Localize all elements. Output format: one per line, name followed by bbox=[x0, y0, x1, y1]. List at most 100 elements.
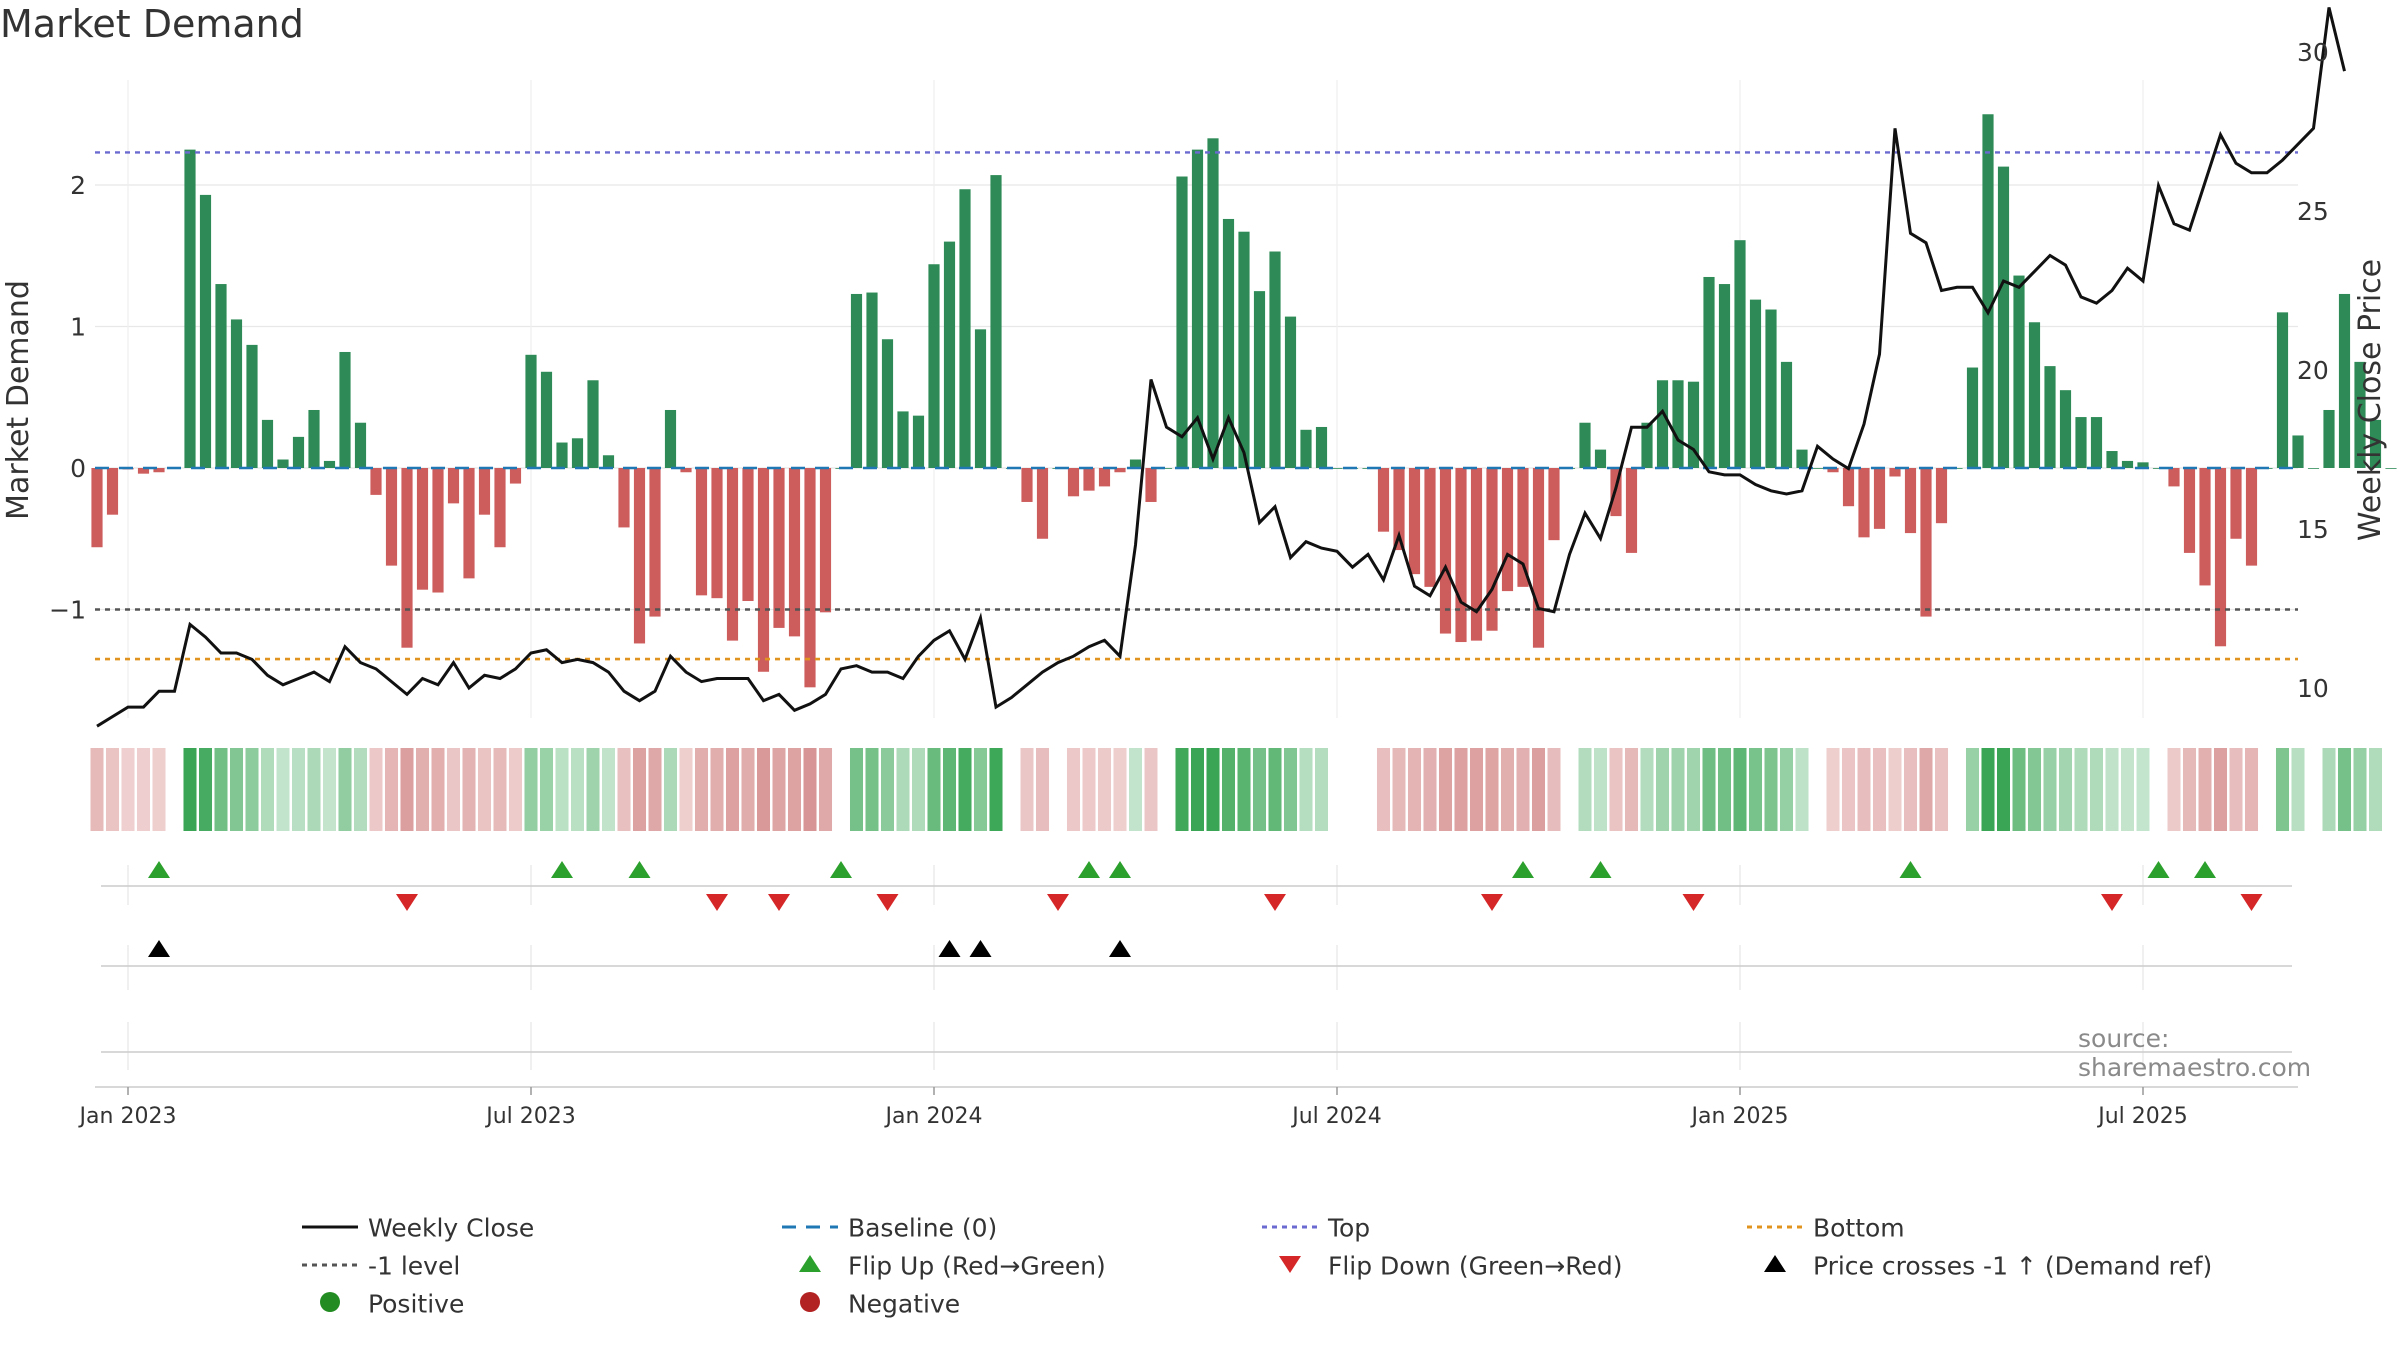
demand-bar bbox=[2059, 390, 2072, 468]
heat-cell bbox=[245, 748, 259, 831]
heat-cell bbox=[1888, 748, 1902, 831]
demand-bar bbox=[2214, 468, 2227, 647]
demand-bar bbox=[478, 468, 491, 515]
demand-bar bbox=[1145, 468, 1157, 502]
demand-bar bbox=[1827, 468, 1839, 473]
left-tick-label: 0 bbox=[70, 454, 86, 483]
heat-cell bbox=[1113, 748, 1127, 831]
heat-cell bbox=[1376, 748, 1391, 831]
demand-bar bbox=[1098, 468, 1111, 487]
heat-cell bbox=[1965, 748, 1980, 831]
heat-cell bbox=[1190, 748, 1205, 831]
heat-cell bbox=[1454, 748, 1468, 831]
heat-cell bbox=[198, 748, 213, 831]
demand-bars bbox=[91, 114, 2397, 688]
heat-cell bbox=[152, 748, 166, 831]
demand-bar bbox=[2168, 468, 2180, 487]
legend-label: Flip Up (Red→Green) bbox=[840, 1251, 1106, 1281]
heat-cell bbox=[2229, 748, 2243, 831]
heat-cell bbox=[2012, 748, 2026, 831]
demand-bar bbox=[1331, 468, 1343, 469]
demand-bar bbox=[2137, 462, 2149, 468]
demand-bar bbox=[1594, 449, 1607, 468]
demand-bar bbox=[354, 422, 367, 468]
heat-cell bbox=[2322, 748, 2336, 831]
flip-down-marker bbox=[1682, 894, 1705, 911]
heat-cell bbox=[865, 748, 879, 831]
flip-up-marker bbox=[628, 861, 651, 878]
demand-bar bbox=[1749, 299, 1762, 468]
demand-bar bbox=[2276, 312, 2289, 468]
chart-title: Market Demand bbox=[0, 2, 304, 46]
heat-cell bbox=[787, 748, 802, 831]
heat-cell bbox=[725, 748, 740, 831]
demand-bar bbox=[215, 284, 227, 468]
demand-bar bbox=[1889, 468, 1901, 477]
demand-bar bbox=[1858, 468, 1870, 538]
flip-down-marker bbox=[768, 894, 790, 911]
heat-cell bbox=[2353, 748, 2367, 831]
demand-bar bbox=[1486, 468, 1498, 631]
demand-bar bbox=[292, 436, 305, 468]
demand-bar bbox=[1625, 468, 1638, 553]
heat-cell bbox=[369, 748, 383, 831]
heat-cell bbox=[1671, 748, 1685, 831]
demand-bar bbox=[850, 293, 863, 468]
heat-cell bbox=[1175, 748, 1189, 831]
heat-cell bbox=[2074, 748, 2088, 831]
demand-bar bbox=[385, 468, 398, 566]
flip-up-marker bbox=[551, 861, 573, 878]
dot-legend-symbol bbox=[300, 1290, 360, 1319]
weekly-close-line bbox=[96, 7, 2346, 728]
heat-cell bbox=[927, 748, 941, 831]
heat-cell bbox=[2244, 748, 2259, 831]
heat-cell bbox=[570, 748, 585, 831]
demand-bar bbox=[1424, 468, 1436, 587]
heat-cell bbox=[2275, 748, 2290, 831]
heat-cell bbox=[1826, 748, 1840, 831]
flip-up-marker bbox=[1589, 861, 1612, 878]
demand-bar bbox=[416, 468, 429, 590]
demand-bar bbox=[463, 468, 475, 579]
flip-up-marker bbox=[1512, 861, 1534, 878]
heat-cell bbox=[1686, 748, 1701, 831]
demand-bar bbox=[1904, 468, 1917, 534]
heat-cell bbox=[1283, 748, 1298, 831]
left-tick-label: −1 bbox=[49, 596, 86, 625]
right-tick-label: 30 bbox=[2297, 38, 2329, 67]
demand-bar bbox=[323, 460, 336, 468]
demand-bar bbox=[2199, 468, 2211, 586]
demand-bar bbox=[1021, 468, 1033, 502]
heat-cell bbox=[632, 748, 647, 831]
heat-cell bbox=[617, 748, 631, 831]
legend-label: Weekly Close bbox=[360, 1213, 535, 1243]
heat-cell bbox=[803, 748, 817, 831]
dot-legend-symbol bbox=[300, 1252, 360, 1281]
demand-bar bbox=[1687, 381, 1700, 468]
demand-bar bbox=[680, 468, 692, 473]
heat-cell bbox=[2089, 748, 2104, 831]
demand-bar bbox=[261, 419, 274, 468]
heat-cell bbox=[1702, 748, 1716, 831]
demand-bar bbox=[711, 468, 723, 599]
demand-bar bbox=[447, 468, 460, 504]
legend-item: Negative bbox=[780, 1288, 960, 1319]
demand-bar bbox=[1222, 218, 1235, 468]
heat-cell bbox=[415, 748, 430, 831]
demand-bar bbox=[2106, 451, 2118, 468]
demand-bar bbox=[1780, 361, 1793, 468]
heat-cell bbox=[1717, 748, 1732, 831]
demand-bar bbox=[726, 468, 739, 641]
demand-bar bbox=[1470, 468, 1483, 641]
heat-cell bbox=[2213, 748, 2228, 831]
heat-cell bbox=[1020, 748, 1034, 831]
heat-cell bbox=[648, 748, 662, 831]
heat-cell bbox=[911, 748, 926, 831]
demand-heatmap-strip bbox=[90, 748, 2400, 831]
demand-bar bbox=[2028, 322, 2041, 468]
demand-bar bbox=[2307, 468, 2320, 469]
demand-bar bbox=[1734, 240, 1746, 468]
heat-cell bbox=[539, 748, 554, 831]
